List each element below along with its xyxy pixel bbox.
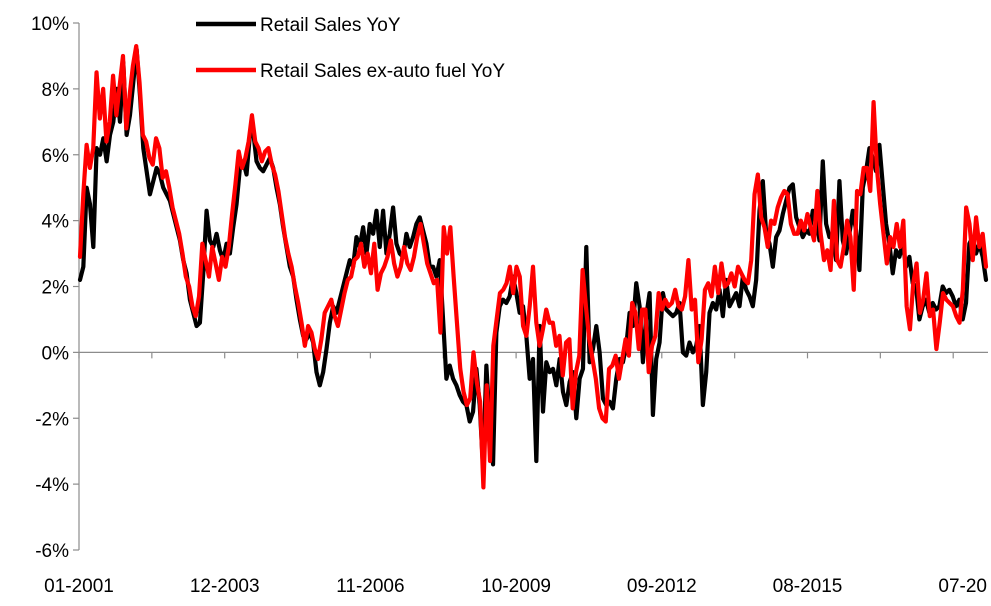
y-tick-label: -4%: [35, 475, 69, 496]
y-tick-label: 6%: [42, 146, 70, 167]
y-tick-label: 4%: [42, 212, 70, 233]
series-line-1: [77, 43, 989, 490]
legend-label-retail-sales-ex-auto-fuel: Retail Sales ex-auto fuel YoY: [260, 61, 505, 82]
y-tick-label: 0%: [42, 343, 70, 364]
x-tick-label: 12-2003: [190, 576, 260, 597]
x-axis: 01-2001 12-2003 11-2006 10-2009 09-2012 08-20…: [44, 351, 988, 597]
x-tick-label: 01-2001: [44, 576, 114, 597]
x-tick-label: 09-2012: [627, 576, 697, 597]
y-tick-label: -6%: [35, 541, 69, 562]
x-tick-label: 10-2009: [481, 576, 551, 597]
series-lines: [77, 43, 989, 490]
x-tick-label: 07-20: [938, 576, 987, 597]
x-tick-label: 11-2006: [336, 576, 404, 597]
y-tick-label: 10%: [31, 14, 69, 35]
legend-label-retail-sales: Retail Sales YoY: [260, 15, 401, 36]
y-tick-label: -2%: [35, 409, 69, 430]
y-axis: -6% -4% -2% 0% 2% 4% 6% 8% 10%: [31, 14, 80, 562]
legend: Retail Sales YoY Retail Sales ex-auto fu…: [196, 15, 505, 82]
x-tick-label: 08-2015: [773, 576, 843, 597]
y-tick-label: 2%: [42, 278, 70, 299]
y-tick-label: 8%: [42, 80, 70, 101]
